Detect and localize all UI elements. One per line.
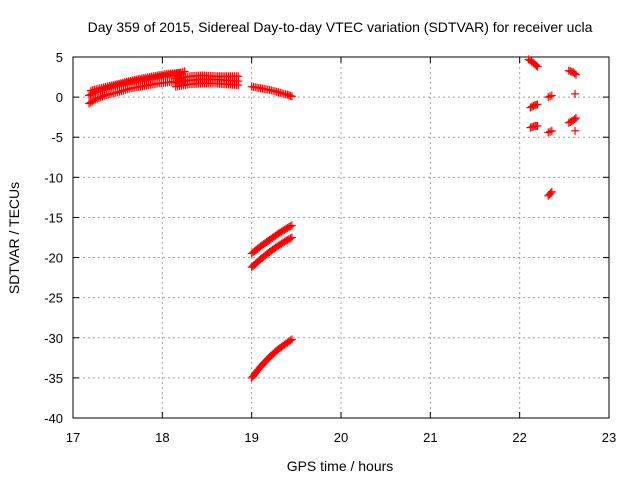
y-tick-label: -10 bbox=[44, 170, 63, 185]
data-point bbox=[571, 113, 580, 122]
data-series bbox=[571, 126, 580, 135]
data-point bbox=[533, 100, 542, 109]
data-series bbox=[247, 221, 296, 258]
data-point bbox=[533, 62, 542, 71]
y-tick-label: 0 bbox=[56, 90, 63, 105]
data-series bbox=[564, 66, 580, 79]
data-series bbox=[564, 113, 580, 127]
data-series bbox=[86, 69, 185, 95]
data-series bbox=[526, 121, 542, 132]
data-point bbox=[89, 96, 98, 105]
data-series bbox=[247, 335, 296, 382]
data-point bbox=[547, 187, 556, 196]
x-tick-label: 22 bbox=[512, 430, 526, 445]
data-point bbox=[286, 336, 295, 345]
data-series bbox=[171, 79, 243, 91]
data-point bbox=[94, 93, 103, 102]
y-tick-label: 5 bbox=[56, 50, 63, 65]
data-series bbox=[526, 100, 542, 112]
data-point bbox=[180, 67, 189, 76]
data-series bbox=[544, 187, 556, 200]
data-point bbox=[287, 233, 296, 242]
data-point bbox=[93, 94, 102, 103]
axis-ticks: 17 18 19 20 21 22 23 5 0 -5 -10 -15 -20 -25 -30 -35 -40 bbox=[44, 50, 616, 445]
y-tick-label: -20 bbox=[44, 251, 63, 266]
data-points bbox=[85, 55, 580, 382]
x-tick-label: 23 bbox=[602, 430, 616, 445]
grid-lines bbox=[73, 57, 609, 418]
data-point bbox=[91, 95, 100, 104]
data-point bbox=[544, 128, 553, 137]
data-point bbox=[533, 121, 542, 130]
data-point bbox=[570, 69, 579, 78]
data-point bbox=[546, 92, 555, 101]
data-series bbox=[247, 82, 296, 101]
y-tick-label: -40 bbox=[44, 411, 63, 426]
y-tick-label: -35 bbox=[44, 371, 63, 386]
y-axis-label: SDTVAR / TECUs bbox=[6, 182, 22, 294]
data-point bbox=[547, 91, 556, 100]
data-series bbox=[85, 76, 189, 108]
x-tick-label: 17 bbox=[66, 430, 80, 445]
data-series bbox=[544, 91, 556, 102]
data-point bbox=[286, 222, 295, 231]
x-tick-label: 19 bbox=[244, 430, 258, 445]
x-tick-label: 21 bbox=[423, 430, 437, 445]
data-point bbox=[570, 115, 579, 124]
y-tick-label: -15 bbox=[44, 210, 63, 225]
data-point bbox=[287, 335, 296, 344]
data-point bbox=[234, 81, 243, 90]
y-tick-label: -25 bbox=[44, 291, 63, 306]
data-point bbox=[96, 93, 105, 102]
data-series bbox=[571, 89, 580, 98]
data-point bbox=[176, 69, 185, 78]
data-point bbox=[532, 61, 541, 70]
y-tick-label: -5 bbox=[51, 130, 63, 145]
data-series bbox=[524, 55, 542, 71]
data-series bbox=[247, 233, 296, 272]
data-point bbox=[547, 126, 556, 135]
data-point bbox=[287, 221, 296, 230]
data-series bbox=[544, 126, 556, 137]
x-tick-label: 18 bbox=[155, 430, 169, 445]
data-point bbox=[571, 70, 580, 79]
x-axis-label: GPS time / hours bbox=[287, 458, 394, 474]
data-point bbox=[544, 93, 553, 102]
data-point bbox=[287, 92, 296, 101]
data-point bbox=[571, 89, 580, 98]
data-point bbox=[286, 234, 295, 243]
y-tick-label: -30 bbox=[44, 331, 63, 346]
x-tick-label: 20 bbox=[334, 430, 348, 445]
data-point bbox=[546, 189, 555, 198]
data-point bbox=[571, 126, 580, 135]
data-point bbox=[546, 127, 555, 136]
chart-title: Day 359 of 2015, Sidereal Day-to-day VTE… bbox=[88, 19, 593, 35]
